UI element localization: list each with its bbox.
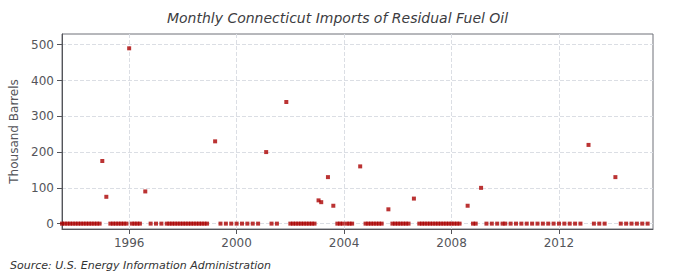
svg-text:Thousand Barrels: Thousand Barrels [7, 79, 21, 184]
svg-text:100: 100 [31, 181, 54, 195]
svg-text:0: 0 [46, 217, 54, 231]
svg-text:2008: 2008 [436, 236, 467, 250]
svg-text:Monthly Connecticut Imports of: Monthly Connecticut Imports of Residual … [167, 10, 508, 26]
svg-text:2000: 2000 [221, 236, 252, 250]
svg-text:500: 500 [31, 38, 54, 52]
svg-text:400: 400 [31, 74, 54, 88]
svg-text:2012: 2012 [544, 236, 575, 250]
svg-text:1996: 1996 [114, 236, 145, 250]
svg-text:300: 300 [31, 109, 54, 123]
svg-text:2004: 2004 [329, 236, 360, 250]
svg-text:200: 200 [31, 145, 54, 159]
svg-text:Source: U.S. Energy Informatio: Source: U.S. Energy Information Administ… [10, 259, 271, 272]
